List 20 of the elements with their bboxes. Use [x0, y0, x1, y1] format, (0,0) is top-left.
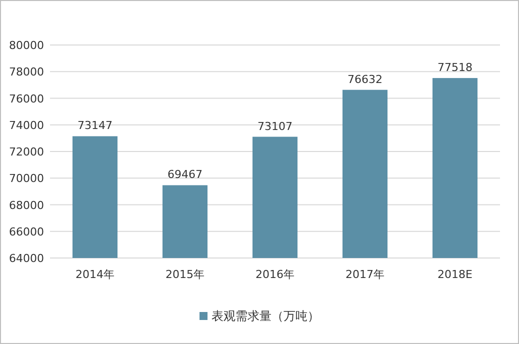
y-tick-label: 78000 — [9, 66, 44, 79]
data-label: 77518 — [438, 61, 472, 74]
x-tick-label: 2014年 — [76, 268, 114, 281]
y-tick-label: 74000 — [9, 118, 44, 132]
data-label: 73147 — [78, 119, 112, 132]
data-label: 76632 — [348, 72, 382, 86]
x-tick-label: 2016年 — [256, 268, 294, 281]
data-label: 73107 — [258, 120, 292, 133]
y-tick-label: 72000 — [9, 146, 44, 158]
data-label: 69467 — [168, 168, 202, 182]
y-tick-label: 70000 — [9, 172, 44, 186]
x-tick-label: 2018E — [438, 268, 473, 281]
y-tick-label: 76000 — [9, 92, 44, 106]
legend-label: 表观需求量（万吨） — [212, 309, 320, 323]
x-tick-label: 2017年 — [346, 268, 384, 281]
y-tick-label: 66000 — [9, 225, 44, 238]
y-tick-label: 68000 — [9, 198, 44, 212]
y-tick-label: 80000 — [9, 39, 44, 52]
y-tick-label: 64000 — [9, 252, 44, 265]
x-tick-label: 2015年 — [166, 268, 204, 281]
